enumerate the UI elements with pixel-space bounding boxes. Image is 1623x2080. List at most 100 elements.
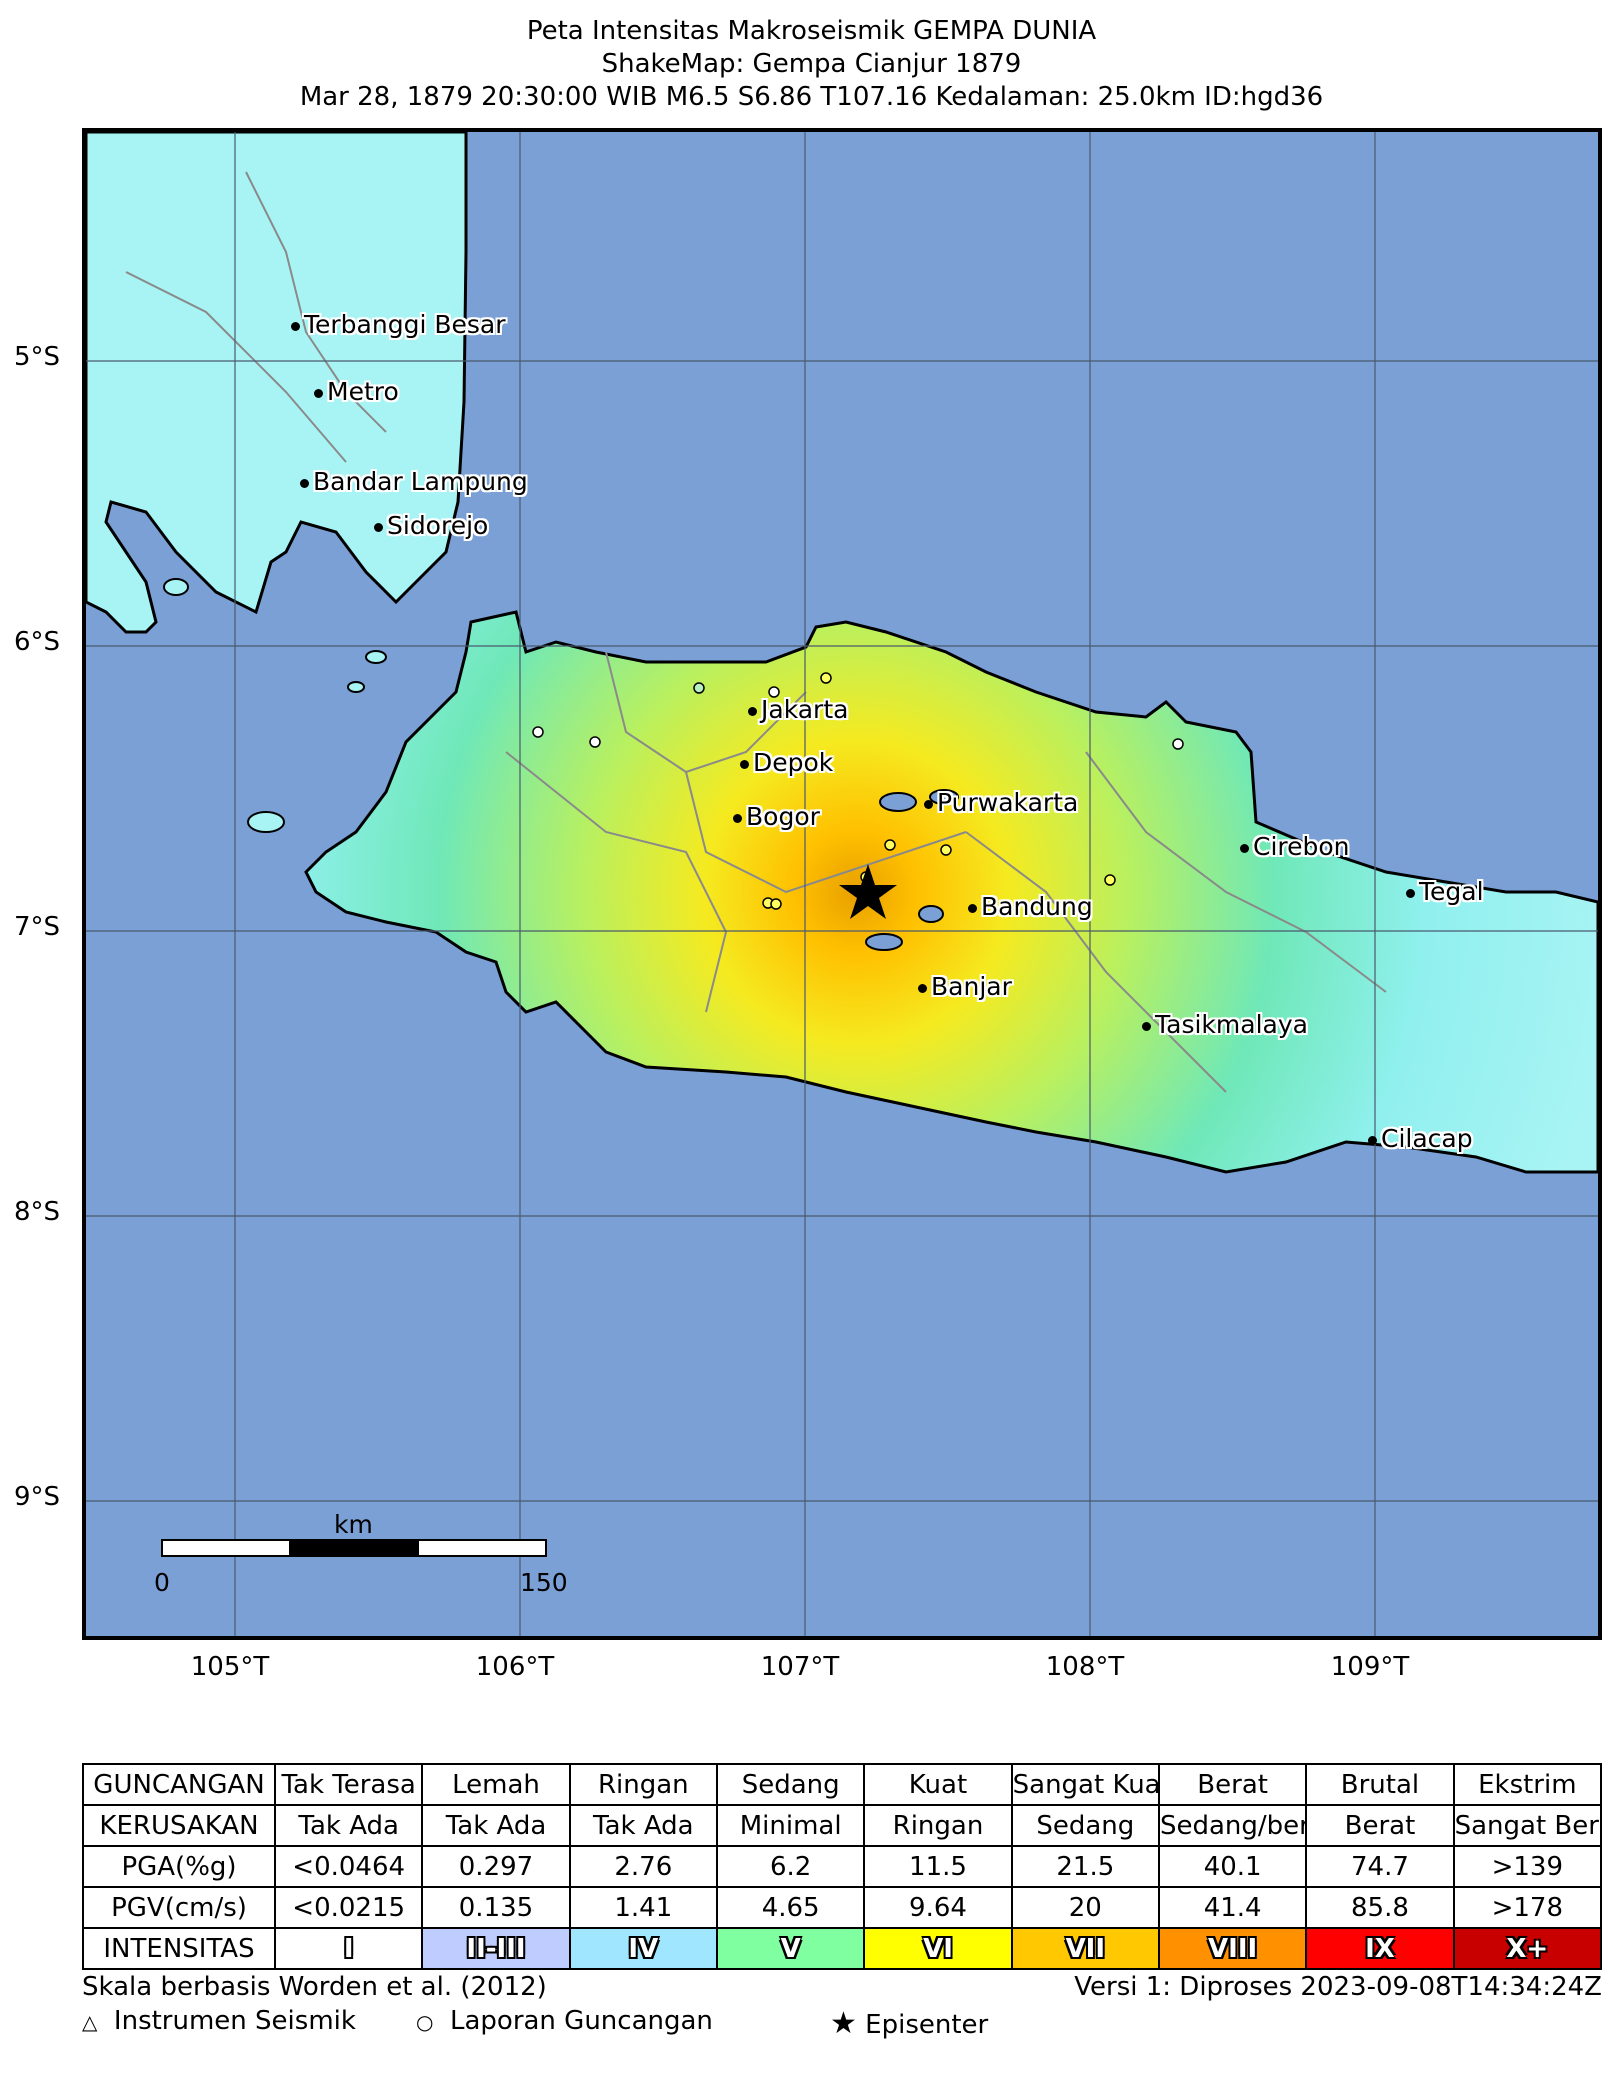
legend-cell: Lemah [421,1763,571,1806]
intensity-swatch: X+ [1452,1927,1603,1970]
land-java [304,610,1598,1174]
star-icon: ★ [830,2006,857,2041]
legend-row: KERUSAKAN Tak Ada Tak Ada Tak Ada Minimal Rin… [82,1804,1603,1847]
legend-cell: <0.0215 [273,1886,424,1929]
legend-cell: Berat [1305,1804,1455,1847]
legend-cell: Sedang [1010,1804,1160,1847]
legend-cell: Brutal [1305,1763,1455,1806]
legend-cell: 2.76 [568,1845,718,1888]
city-dot-icon [968,903,977,913]
legend-cell: 21.5 [1010,1845,1160,1888]
legend-epicenter: ★ Episenter [830,2006,989,2041]
legend-cell: >139 [1452,1845,1603,1888]
legend-cell: Sedang [715,1763,866,1806]
legend-cell: 11.5 [863,1845,1013,1888]
legend-cell: Tak Ada [421,1804,571,1847]
intensity-swatch: VI [863,1927,1013,1970]
epicenter-star-icon [839,864,897,919]
lake [865,933,903,951]
city-label: Bogor [733,802,820,831]
lat-label: 8°S [14,1197,61,1227]
legend-cell: Sedang/berat [1157,1804,1308,1847]
city-label: Cilacap [1368,1124,1473,1153]
lat-label: 9°S [14,1482,61,1512]
legend-cell: 41.4 [1157,1886,1308,1929]
intensity-swatch: VII [1010,1927,1160,1970]
scale-note: Skala berbasis Worden et al. (2012) [82,1972,547,2002]
city-label: Depok [740,748,833,777]
lon-label: 105°T [190,1652,270,1682]
legend-cell: 0.135 [421,1886,571,1929]
legend-report: ○ Laporan Guncangan [416,2006,713,2036]
legend-row: PGV(cm/s) <0.0215 0.135 1.41 4.65 9.64 20 41.4 8… [82,1886,1603,1929]
city-dot-icon [918,983,927,993]
legend-cell: Ringan [568,1763,718,1806]
triangle-icon: △ [82,2010,98,2034]
city-dot-icon [314,388,323,398]
city-dot-icon [1240,843,1249,853]
island [365,650,387,664]
scale-end: 150 [520,1568,568,1597]
map-title: Peta Intensitas Makroseismik GEMPA DUNIA [526,16,1097,46]
legend-cell: 85.8 [1305,1886,1455,1929]
lon-label: 109°T [1330,1652,1410,1682]
scale-start: 0 [154,1568,170,1597]
intensity-swatch: VIII [1157,1927,1308,1970]
lon-label: 106°T [475,1652,555,1682]
city-dot-icon [748,706,757,716]
legend-cell: Tak Terasa [273,1763,424,1806]
legend-cell: Kuat [863,1763,1013,1806]
island [163,578,189,596]
city-label: Cirebon [1240,832,1350,861]
version-info: Versi 1: Diproses 2023-09-08T14:34:24Z [1074,1972,1602,2002]
legend-cell: 20 [1010,1886,1160,1929]
city-label: Bandar Lampung [300,467,528,496]
lat-label: 7°S [14,912,61,942]
city-label: Tasikmalaya [1142,1010,1308,1039]
intensity-swatch: V [715,1927,866,1970]
city-label: Purwakarta [924,788,1078,817]
city-dot-icon [374,522,383,532]
lake [929,789,959,805]
legend-cell: 9.64 [863,1886,1013,1929]
city-dot-icon [300,478,309,488]
legend-cell: 40.1 [1157,1845,1308,1888]
legend-cell: Ringan [863,1804,1013,1847]
legend-row-header: PGV(cm/s) [82,1886,276,1929]
city-label: Tegal [1406,877,1484,906]
legend-cell: Tak Ada [568,1804,718,1847]
city-dot-icon [733,813,742,823]
legend-cell: 1.41 [568,1886,718,1929]
legend-row: GUNCANGAN Tak Terasa Lemah Ringan Sedang Kuat… [82,1763,1603,1806]
lake [918,905,944,923]
lake [879,792,917,812]
intensity-swatch: IV [568,1927,718,1970]
city-dot-icon [1368,1135,1377,1145]
scale-bar [161,1539,547,1557]
intensity-legend-table: GUNCANGAN Tak Terasa Lemah Ringan Sedang Kuat… [82,1763,1603,1970]
legend-cell: 74.7 [1305,1845,1455,1888]
city-label: Metro [314,377,399,406]
legend-cell: Ekstrim [1452,1763,1603,1806]
city-label: Terbanggi Besar [291,310,506,339]
island [247,811,285,833]
city-dot-icon [291,321,300,331]
intensity-swatch: IX [1305,1927,1455,1970]
shakemap-panel[interactable]: km 0 150 Terbanggi Besar Metro Bandar La… [82,128,1602,1640]
legend-row-header: INTENSITAS [82,1927,276,1970]
legend-cell: 0.297 [421,1845,571,1888]
map-subtitle: ShakeMap: Gempa Cianjur 1879 [601,49,1022,79]
city-label: Sidorejo [374,511,488,540]
legend-cell: 4.65 [715,1886,866,1929]
legend-cell: Sangat Kuat [1010,1763,1160,1806]
island [347,681,365,693]
city-label: Jakarta [748,695,848,724]
legend-row: PGA(%g) <0.0464 0.297 2.76 6.2 11.5 21.5 40.1 74… [82,1845,1603,1888]
city-label: Bandung [968,892,1093,921]
report-markers [532,672,1184,910]
scale-unit: km [334,1510,373,1539]
lat-label: 6°S [14,627,61,657]
legend-row-intensity: INTENSITAS I II-III IV V VI VII VIII IX X+ [82,1927,1603,1970]
intensity-swatch: II-III [421,1927,571,1970]
shakemap-canvas [86,132,1598,1636]
